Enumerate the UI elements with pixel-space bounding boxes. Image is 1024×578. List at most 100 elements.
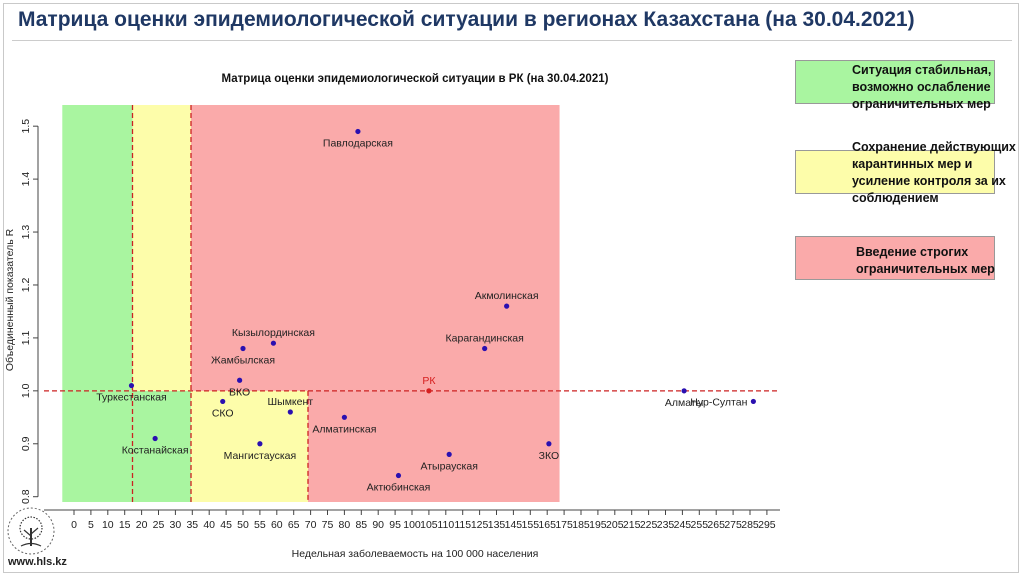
point-label: Жамбылская xyxy=(211,354,275,366)
point-label: Шымкент xyxy=(268,396,314,408)
page-title: Матрица оценки эпидемиологической ситуац… xyxy=(18,8,915,31)
data-point xyxy=(395,472,402,479)
x-tick-label: 40 xyxy=(203,519,215,531)
data-point xyxy=(240,345,246,352)
x-tick-label: 45 xyxy=(220,519,232,531)
data-point xyxy=(750,398,756,405)
x-tick-label: 20 xyxy=(136,519,148,531)
x-tick-label: 255 xyxy=(691,519,709,531)
point-label: ЗКО xyxy=(539,450,560,462)
x-tick-label: 295 xyxy=(758,519,776,531)
zone-red xyxy=(308,390,560,502)
x-tick-label: 175 xyxy=(555,519,573,531)
x-tick-label: 125 xyxy=(471,519,489,531)
x-tick-label: 50 xyxy=(237,519,249,531)
y-tick-label: 1.4 xyxy=(20,172,32,187)
data-point xyxy=(546,441,552,447)
data-point xyxy=(504,303,510,309)
point-label: РК xyxy=(422,375,436,387)
chart-title: Матрица оценки эпидемиологической ситуац… xyxy=(222,73,609,85)
x-tick-label: 165 xyxy=(538,519,556,531)
x-tick-label: 265 xyxy=(707,519,725,531)
x-tick-label: 105 xyxy=(420,519,438,531)
x-tick-label: 15 xyxy=(119,519,131,531)
point-label: СКО xyxy=(212,407,234,419)
data-point xyxy=(257,441,263,447)
x-tick-label: 30 xyxy=(170,519,182,531)
legend-swatch-green xyxy=(795,60,995,104)
x-tick-label: 25 xyxy=(153,519,165,531)
x-tick-label: 80 xyxy=(339,519,351,531)
zones-layer xyxy=(62,105,560,502)
x-tick-label: 215 xyxy=(623,519,641,531)
x-tick-label: 5 xyxy=(88,519,94,531)
y-tick-label: 1.0 xyxy=(20,383,32,398)
legend-swatch-yellow xyxy=(795,150,995,194)
threshold-lines xyxy=(44,105,780,502)
y-tick-label: 1.2 xyxy=(20,278,32,293)
data-point xyxy=(128,382,135,389)
data-point xyxy=(220,398,226,405)
tree-logo-icon xyxy=(7,507,55,555)
point-label: ВКО xyxy=(229,386,250,398)
x-tick-label: 0 xyxy=(71,519,77,531)
zone-yellow xyxy=(191,390,308,502)
zone-yellow xyxy=(132,105,191,391)
data-point xyxy=(152,435,158,442)
x-tick-label: 275 xyxy=(724,519,742,531)
point-label: Нур-Султан xyxy=(690,396,747,408)
y-tick-label: 1.3 xyxy=(20,225,32,240)
x-tick-label: 235 xyxy=(657,519,675,531)
data-point xyxy=(287,409,293,415)
legend-text-green: Ситуация стабильная, возможно ослабление… xyxy=(852,63,992,111)
zone-red xyxy=(191,105,560,391)
x-tick-label: 195 xyxy=(589,519,607,531)
point-label: Мангистауская xyxy=(224,450,297,462)
y-tick-label: 1.1 xyxy=(20,330,32,345)
y-tick-label: 0.8 xyxy=(20,489,32,504)
point-label: Костанайская xyxy=(122,444,189,456)
zone-green xyxy=(62,105,133,391)
data-point xyxy=(341,414,347,420)
x-tick-label: 285 xyxy=(741,519,759,531)
legend-swatch-red xyxy=(795,236,995,280)
x-tick-label: 205 xyxy=(606,519,624,531)
data-point xyxy=(270,340,277,346)
data-point xyxy=(355,128,361,135)
point-label: Акмолинская xyxy=(475,290,539,302)
data-point xyxy=(482,345,488,352)
x-tick-label: 135 xyxy=(488,519,506,531)
x-tick-label: 60 xyxy=(271,519,283,531)
data-point xyxy=(681,388,687,394)
x-tick-label: 115 xyxy=(454,519,471,531)
legend-text-red: Введение строгих ограничительных мер xyxy=(856,245,995,276)
x-tick-label: 185 xyxy=(572,519,590,531)
y-tick-label: 1.5 xyxy=(20,119,32,134)
x-tick-label: 10 xyxy=(102,519,114,531)
axes: 0 5 10 15 20 25 30 35 40 45 50 55 60 65 70 75 80 85 90 95 10… xyxy=(20,119,780,531)
x-tick-label: 85 xyxy=(355,519,367,531)
x-tick-label: 155 xyxy=(522,519,540,531)
point-label: Алматинская xyxy=(312,423,376,435)
point-label: Атырауская xyxy=(420,460,477,472)
points-layer: Павлодарская Акмолинская Кызылординская Кар… xyxy=(96,128,756,494)
point-label: Туркестанская xyxy=(96,392,167,404)
point-label: Павлодарская xyxy=(323,137,393,149)
point-label: Карагандинская xyxy=(446,332,524,344)
data-point xyxy=(426,388,432,394)
slide-frame xyxy=(3,3,1019,573)
x-axis-label: Недельная заболеваемость на 100 000 насе… xyxy=(292,548,539,560)
x-tick-label: 145 xyxy=(505,519,523,531)
x-tick-label: 95 xyxy=(389,519,401,531)
point-label: Кызылординская xyxy=(232,327,315,339)
data-point xyxy=(446,451,452,457)
x-tick-label: 35 xyxy=(186,519,198,531)
zone-green xyxy=(62,390,191,502)
title-divider xyxy=(12,40,1012,41)
site-url: www.hls.kz xyxy=(8,556,67,568)
point-label: Актюбинская xyxy=(367,482,431,494)
x-tick-label: 110 xyxy=(437,519,454,531)
x-tick-label: 100 xyxy=(403,519,421,531)
point-label: Алматы xyxy=(665,397,703,409)
legend-text-yellow: Сохранение действующих карантинных мер и… xyxy=(852,140,1016,205)
